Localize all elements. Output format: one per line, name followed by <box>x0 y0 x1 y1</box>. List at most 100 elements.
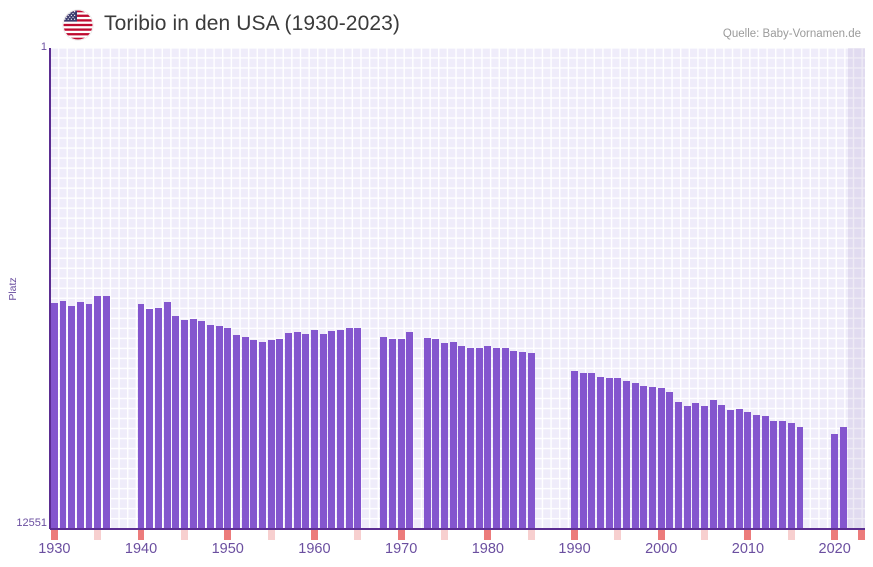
bar[interactable] <box>284 332 292 529</box>
bar[interactable] <box>215 325 223 529</box>
bar[interactable] <box>441 342 448 529</box>
bar[interactable] <box>232 335 240 529</box>
bar[interactable] <box>467 348 474 529</box>
bar[interactable] <box>770 421 778 529</box>
x-tick-minor <box>94 530 102 540</box>
bar-series <box>50 48 865 529</box>
bar[interactable] <box>588 372 596 529</box>
bar[interactable] <box>649 386 657 529</box>
bar[interactable] <box>519 352 526 529</box>
source-attribution: Quelle: Baby-Vornamen.de <box>722 28 861 40</box>
bar[interactable] <box>744 412 752 529</box>
bar[interactable] <box>666 392 674 529</box>
bar[interactable] <box>68 305 76 529</box>
bar[interactable] <box>250 339 258 529</box>
bar[interactable] <box>579 373 587 529</box>
bar[interactable] <box>432 338 440 529</box>
bar[interactable] <box>692 403 700 529</box>
bar[interactable] <box>267 340 275 529</box>
bar[interactable] <box>59 300 67 529</box>
bar[interactable] <box>493 347 500 529</box>
bar[interactable] <box>761 415 769 529</box>
bar[interactable] <box>527 353 535 529</box>
bar[interactable] <box>137 303 145 529</box>
bar[interactable] <box>571 371 578 529</box>
bar[interactable] <box>501 348 509 529</box>
bar[interactable] <box>146 308 154 529</box>
x-tick-major <box>397 530 405 540</box>
bar[interactable] <box>380 336 388 529</box>
bar[interactable] <box>189 318 197 529</box>
bar[interactable] <box>605 378 613 529</box>
bar[interactable] <box>709 400 717 529</box>
bar[interactable] <box>336 329 344 529</box>
bar[interactable] <box>683 405 691 529</box>
bar[interactable] <box>198 320 206 529</box>
bar[interactable] <box>85 303 93 529</box>
bar[interactable] <box>154 307 162 529</box>
bar[interactable] <box>224 328 232 529</box>
bar[interactable] <box>796 427 804 529</box>
bar[interactable] <box>735 409 743 529</box>
bar[interactable] <box>718 404 726 529</box>
y-axis-max-label: 1 <box>40 41 47 53</box>
bar[interactable] <box>163 301 171 529</box>
x-tick-minor <box>354 530 362 540</box>
bar[interactable] <box>753 414 761 529</box>
x-tick-minor <box>527 530 535 540</box>
bar[interactable] <box>319 334 327 529</box>
bar[interactable] <box>631 382 639 529</box>
bar[interactable] <box>50 302 58 529</box>
x-axis-label: 1970 <box>385 541 418 557</box>
bar[interactable] <box>206 325 214 529</box>
bar[interactable] <box>614 378 622 529</box>
bar[interactable] <box>397 338 405 529</box>
bar[interactable] <box>787 422 795 529</box>
x-tick-minor <box>701 530 709 540</box>
x-axis-label: 2010 <box>731 541 765 557</box>
bar[interactable] <box>623 380 631 529</box>
bar[interactable] <box>449 341 457 529</box>
bar[interactable] <box>302 333 310 529</box>
bar[interactable] <box>640 386 648 529</box>
bar[interactable] <box>675 401 683 529</box>
bar[interactable] <box>406 331 414 529</box>
bar[interactable] <box>727 410 735 529</box>
bar[interactable] <box>180 319 188 529</box>
bar[interactable] <box>76 301 84 529</box>
bar[interactable] <box>258 341 266 529</box>
y-axis-line <box>49 48 51 529</box>
bar[interactable] <box>839 427 847 529</box>
x-tick-major <box>224 530 232 540</box>
bar[interactable] <box>831 433 839 529</box>
bar[interactable] <box>345 327 353 529</box>
bar[interactable] <box>94 296 102 529</box>
bar[interactable] <box>172 315 180 529</box>
bar[interactable] <box>701 405 709 529</box>
x-axis-label: 2000 <box>645 541 678 557</box>
bar[interactable] <box>423 338 431 529</box>
bar[interactable] <box>484 345 492 529</box>
x-axis-label: 2020 <box>818 541 851 557</box>
page-title: Toribio in den USA (1930-2023) <box>104 12 401 35</box>
bar[interactable] <box>241 336 249 529</box>
bar[interactable] <box>310 329 318 529</box>
bar[interactable] <box>293 331 301 529</box>
us-flag-icon <box>63 10 93 40</box>
x-tick-major <box>858 530 865 540</box>
bar[interactable] <box>102 295 110 529</box>
x-tick-minor <box>441 530 448 540</box>
x-tick-minor <box>787 530 795 540</box>
bar[interactable] <box>354 328 362 529</box>
bar[interactable] <box>389 339 396 529</box>
bar[interactable] <box>597 376 604 529</box>
bar[interactable] <box>510 350 518 529</box>
x-tick-major <box>484 530 492 540</box>
bar[interactable] <box>657 388 665 529</box>
plot-area <box>50 48 865 529</box>
bar[interactable] <box>458 345 466 529</box>
bar[interactable] <box>779 420 787 529</box>
bar[interactable] <box>328 330 336 529</box>
bar[interactable] <box>475 347 483 529</box>
bar[interactable] <box>276 338 284 529</box>
